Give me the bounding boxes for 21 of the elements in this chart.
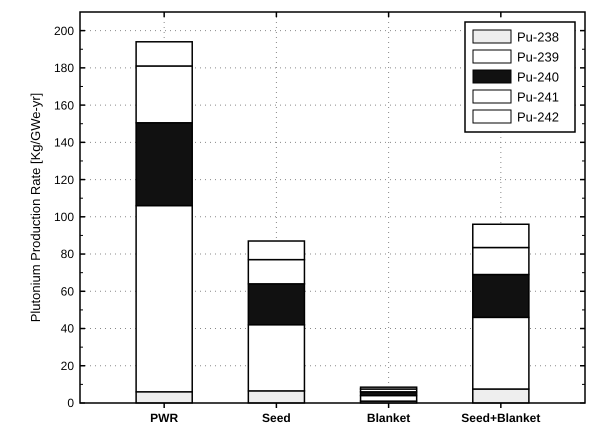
y-tick-label: 100 [54,210,74,224]
x-tick-label: Seed [262,411,291,425]
y-tick-label: 60 [60,284,74,298]
legend-label: Pu-241 [517,90,559,105]
y-tick-label: 140 [54,136,74,150]
legend-label: Pu-240 [517,70,559,85]
legend-label: Pu-242 [517,110,559,125]
y-tick-label: 0 [67,396,74,410]
x-tick-label: Blanket [366,411,410,425]
y-tick-label: 200 [54,24,74,38]
y-tick-label: 120 [54,172,74,187]
legend-label: Pu-238 [517,30,559,45]
legend-label: Pu-239 [517,50,559,65]
y-tick-label: 180 [54,61,74,76]
y-axis-title: Plutonium Production Rate [Kg/GWe-yr] [28,92,43,322]
y-tick-label: 160 [54,98,74,112]
x-tick-label: Seed+Blanket [461,411,540,425]
y-tick-label: 80 [60,247,74,262]
y-tick-label: 20 [60,358,74,373]
x-tick-label: PWR [150,411,178,425]
y-tick-label: 40 [60,322,74,336]
